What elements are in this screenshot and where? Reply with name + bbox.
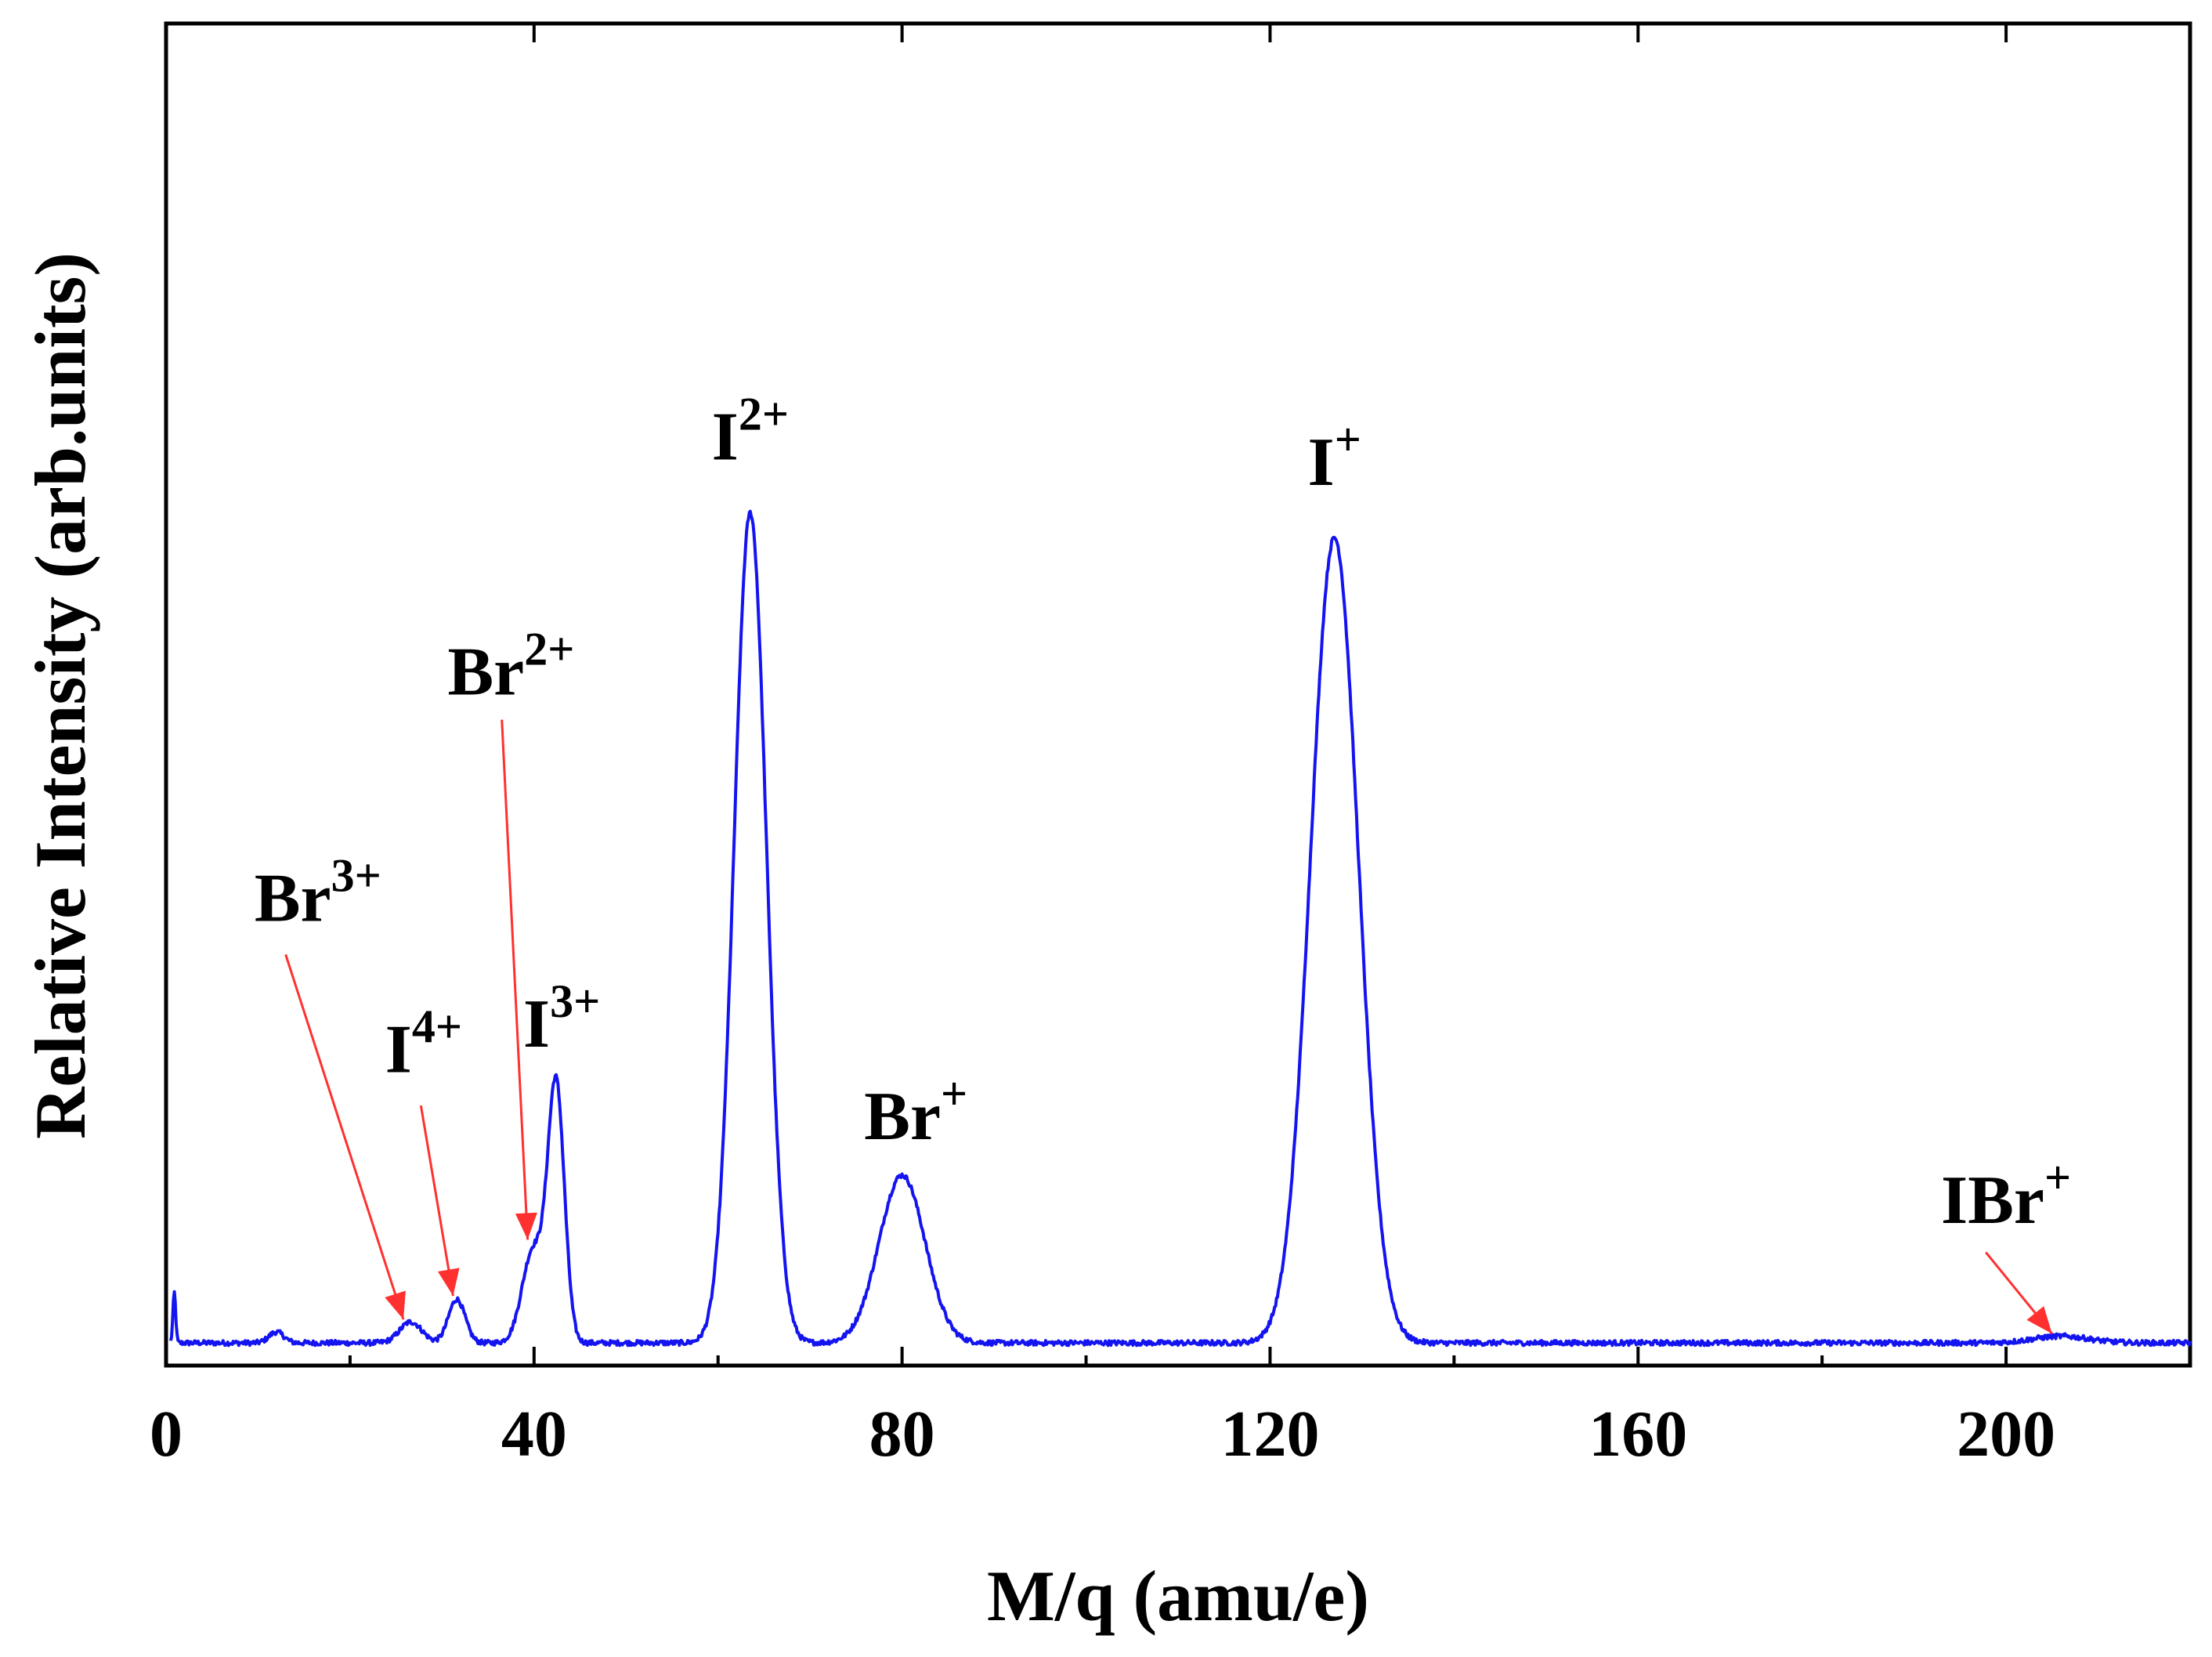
x-tick-label: 0	[150, 1398, 183, 1471]
peak-label: Br2+	[447, 624, 574, 711]
peak-label: I3+	[523, 975, 600, 1062]
peak-label: I4+	[385, 1000, 462, 1087]
annotation-arrow-line	[284, 953, 405, 1320]
y-axis-title: Relative Intensity (arb.units)	[20, 252, 100, 1139]
annotation-arrow-line	[419, 1105, 454, 1297]
plot-frame	[164, 21, 2192, 1368]
spectrum-series-line	[168, 509, 2192, 1348]
annotation-arrow-head	[2026, 1306, 2052, 1334]
peak-label: Br+	[864, 1068, 967, 1155]
peak-label: I2+	[712, 389, 789, 476]
x-axis-title: M/q (amu/e)	[987, 1556, 1369, 1636]
x-tick-label: 120	[1220, 1398, 1319, 1471]
x-tick-label: 160	[1589, 1398, 1687, 1471]
annotation-arrow-head	[515, 1212, 537, 1240]
x-tick-label: 40	[501, 1398, 567, 1471]
x-tick-label: 80	[869, 1398, 935, 1471]
peak-annotations: I2+ I+ Br2+ Br3+I4+ I3+ Br+ IBr+	[255, 389, 2071, 1335]
x-tick-label: 200	[1957, 1398, 2055, 1471]
x-axis-ticks	[164, 24, 2192, 1366]
peak-label: Br3+	[255, 850, 381, 937]
x-axis-tick-labels: 0 40 80 120 160 200	[150, 1398, 2055, 1471]
peak-label: I+	[1307, 414, 1361, 501]
annotation-arrow-head	[437, 1268, 460, 1297]
annotation-arrow-head	[385, 1290, 406, 1320]
annotation-arrow-line	[501, 719, 530, 1240]
peak-label: IBr+	[1941, 1152, 2071, 1239]
